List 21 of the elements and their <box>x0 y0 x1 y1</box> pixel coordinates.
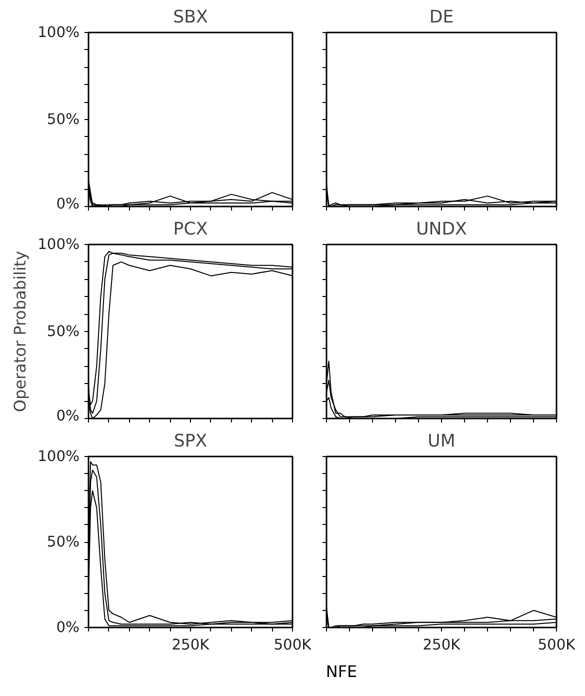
y-axis-title: Operator Probability <box>10 250 30 412</box>
chart-title: DE <box>429 8 454 28</box>
chart-title: PCX <box>173 220 208 240</box>
chart-title: UM <box>428 432 456 452</box>
y-tick-label: 100% <box>38 236 80 253</box>
y-tick-label: 50% <box>46 323 80 340</box>
chart-title: UNDX <box>416 220 468 240</box>
y-tick-label: 50% <box>46 111 80 128</box>
y-tick-label: 50% <box>46 534 80 550</box>
x-tick-label: 250K <box>172 636 210 654</box>
x-tick-label: 250K <box>422 636 461 654</box>
y-tick-label: 100% <box>38 448 80 465</box>
chart-title: SPX <box>174 432 208 452</box>
y-tick-label: 100% <box>38 24 80 41</box>
y-tick-label: 0% <box>56 196 80 212</box>
chart-title: SBX <box>173 8 208 28</box>
x-tick-label: 500K <box>538 636 576 654</box>
x-axis-title: NFE <box>326 661 358 683</box>
y-tick-label: 0% <box>56 408 80 424</box>
y-tick-label: 0% <box>56 619 80 636</box>
x-tick-label: 500K <box>274 636 312 654</box>
